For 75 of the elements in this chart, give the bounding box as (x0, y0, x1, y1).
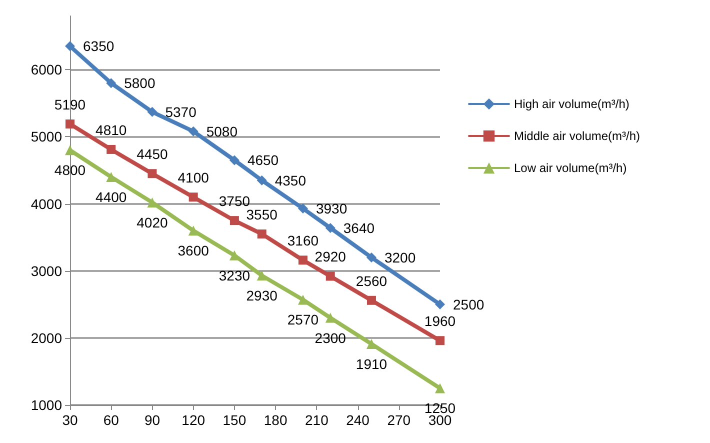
y-tick-label: 1000 (30, 397, 62, 413)
point (188, 192, 198, 202)
data-label: 5800 (124, 75, 156, 92)
data-label: 3160 (287, 232, 319, 249)
data-label: 1910 (356, 356, 388, 372)
x-tick-label: 150 (222, 412, 246, 428)
x-tick-label: 180 (264, 412, 288, 428)
data-label: 3200 (384, 249, 416, 266)
point (65, 41, 75, 52)
point (257, 229, 266, 238)
point (66, 119, 74, 128)
data-label: 4100 (178, 170, 210, 186)
point (256, 175, 267, 186)
data-label: 2560 (356, 272, 388, 289)
point (147, 106, 158, 117)
x-tick-label: 90 (144, 412, 160, 428)
point (435, 383, 445, 394)
point (366, 338, 376, 349)
point (106, 144, 116, 154)
x-tick-label: 270 (387, 412, 411, 428)
data-label: 1960 (424, 313, 456, 330)
point (230, 216, 239, 226)
data-label: 5080 (206, 123, 238, 140)
y-tick-label: 5000 (30, 128, 62, 145)
y-tick-label: 6000 (30, 62, 62, 78)
y-tick-label: 2000 (30, 330, 62, 346)
point (229, 250, 240, 260)
data-label: 4350 (274, 172, 306, 188)
data-label: 3930 (316, 200, 348, 216)
point (229, 155, 240, 166)
data-label: 2300 (314, 330, 346, 346)
data-label: 4400 (96, 188, 127, 205)
data-label: 5190 (54, 96, 86, 112)
point (65, 145, 75, 156)
point (298, 256, 308, 265)
point (106, 78, 116, 88)
point (436, 336, 444, 346)
point (147, 197, 158, 208)
point (188, 126, 198, 136)
x-tick-label: 30 (62, 412, 78, 428)
point (148, 169, 157, 178)
x-tick-label: 210 (304, 412, 329, 428)
data-label: 4020 (136, 214, 168, 230)
data-label: 2920 (314, 248, 346, 265)
data-label: 4650 (247, 152, 279, 168)
point (256, 270, 267, 281)
data-label: 4810 (96, 122, 127, 138)
point (298, 203, 308, 214)
point (106, 172, 116, 182)
legend-label: High air volume(m³/h) (514, 97, 630, 111)
y-tick-label: 3000 (30, 262, 62, 279)
point (325, 222, 336, 233)
x-tick-label: 240 (346, 412, 370, 428)
x-tick-label: 120 (182, 412, 206, 428)
data-label: 3600 (178, 242, 210, 259)
legend-label: Middle air volume(m³/h) (514, 129, 640, 143)
data-label: 2930 (246, 288, 278, 304)
point (326, 272, 335, 281)
point (366, 252, 376, 262)
point (435, 299, 445, 310)
data-label: 2570 (287, 312, 319, 328)
data-label: 2500 (453, 296, 484, 312)
data-label: 4450 (136, 146, 168, 162)
data-label: 4800 (54, 162, 86, 178)
data-label: 6350 (83, 38, 114, 54)
point (188, 226, 198, 236)
data-label: 3230 (218, 267, 250, 284)
x-tick-label: 60 (103, 412, 120, 428)
point (298, 294, 308, 305)
point (325, 312, 336, 323)
legend-label: Low air volume(m³/h) (514, 161, 627, 175)
y-tick-label: 4000 (30, 196, 62, 212)
data-label: 3640 (343, 220, 375, 236)
point (366, 296, 376, 305)
data-label: 5370 (165, 104, 197, 120)
